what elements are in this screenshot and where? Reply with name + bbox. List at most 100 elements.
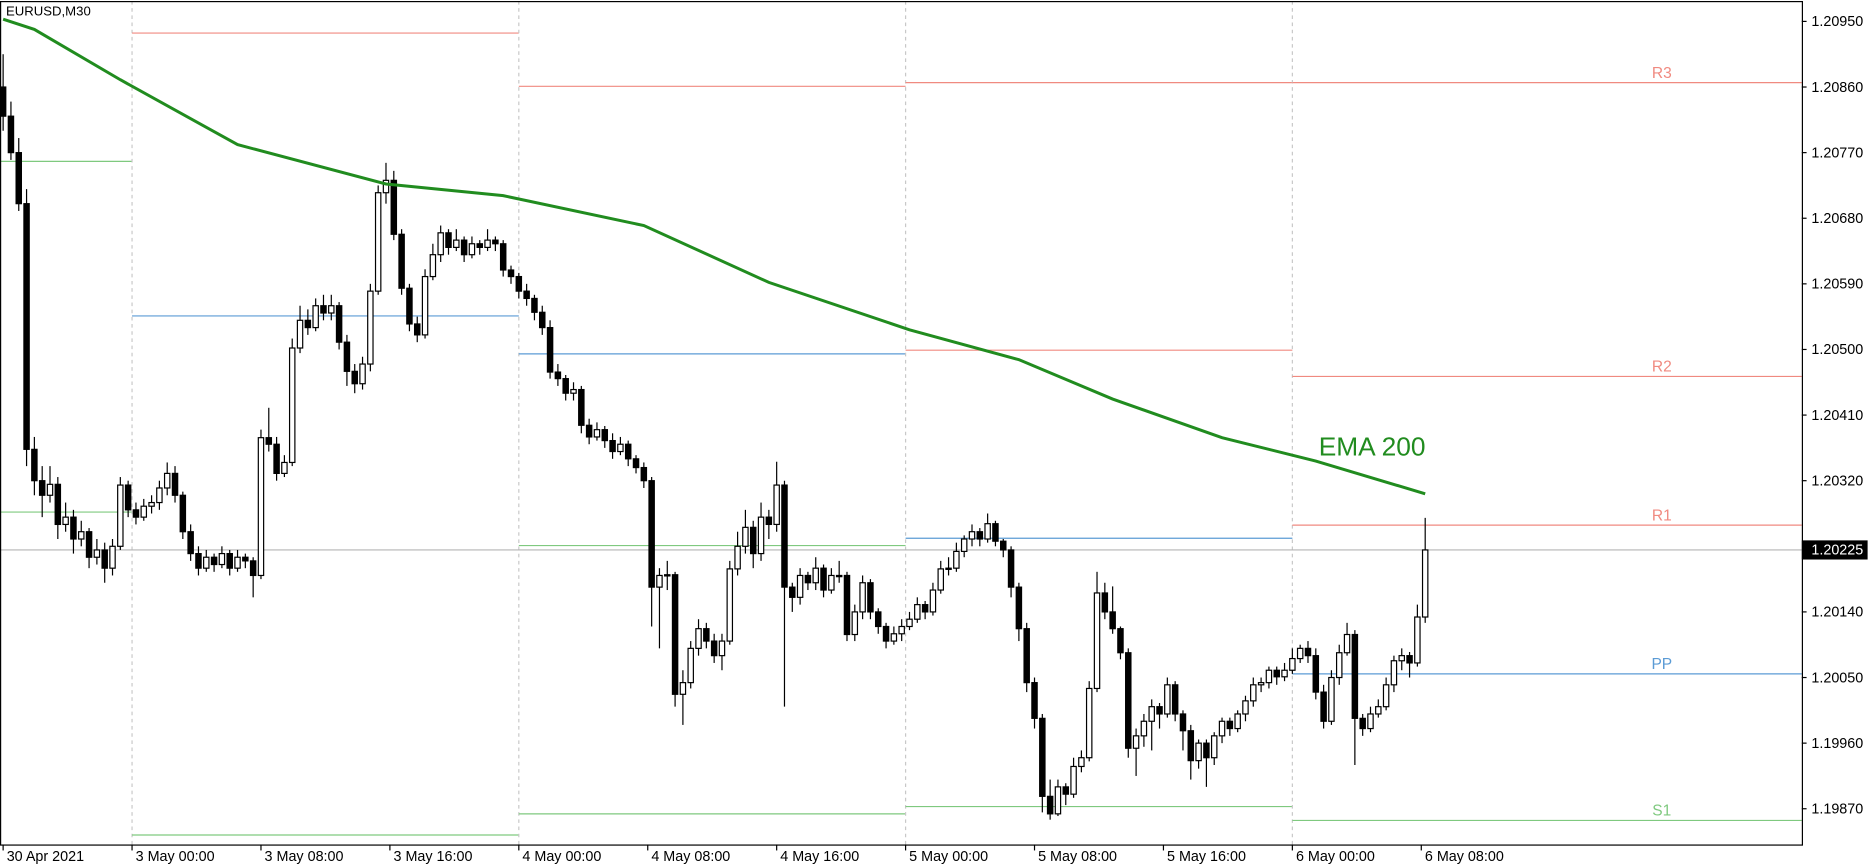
candle-body (257, 437, 265, 577)
candle-body (398, 233, 405, 289)
candle-body (1281, 669, 1288, 678)
candle-body (335, 305, 343, 343)
candle-body (1203, 742, 1210, 759)
candle-body (570, 388, 577, 394)
candle-body (843, 574, 851, 636)
candle-body (921, 604, 929, 613)
candle-body (585, 424, 593, 438)
candle-body (1125, 652, 1132, 749)
x-tick-label: 30 Apr 2021 (7, 849, 84, 865)
candle-body (156, 487, 163, 504)
candle-body (593, 429, 601, 438)
candle-body (1335, 652, 1343, 679)
candle-body (85, 531, 93, 558)
candle-body (203, 556, 210, 569)
candle-body (796, 574, 804, 598)
candle-body (1023, 628, 1030, 684)
candle-body (890, 633, 898, 642)
candle-body (1265, 669, 1273, 684)
candle-body (1101, 592, 1109, 613)
x-tick-label: 6 May 08:00 (1425, 849, 1504, 865)
candle-body (523, 290, 530, 300)
candle-body (742, 526, 749, 547)
candle-body (679, 682, 687, 695)
candle-body (1187, 730, 1195, 762)
candle-body (101, 549, 108, 569)
candle-body (78, 531, 85, 540)
y-tick-label: 1.20050 (1811, 670, 1863, 686)
candle-body (1343, 633, 1351, 654)
candle-body (1039, 717, 1046, 797)
candle-body (960, 538, 968, 553)
candle-body (1328, 676, 1335, 722)
candle-body (109, 545, 116, 569)
candle-body (1078, 757, 1085, 768)
candle-body (281, 461, 288, 474)
candle-body (531, 297, 538, 313)
candle-body (1007, 549, 1015, 588)
candle-body (1304, 647, 1312, 657)
candle-body (1179, 713, 1187, 732)
candle-body (828, 574, 835, 591)
candle-body (734, 545, 741, 570)
candle-body (507, 269, 515, 278)
plot-area: R3 R2 R1 PP S1 EMA 200 (0, 0, 1802, 845)
candle-body (945, 567, 952, 570)
y-tick-label: 1.20140 (1811, 605, 1863, 621)
candle-body (195, 552, 202, 569)
candle-body (1070, 765, 1077, 795)
candle-body (968, 531, 976, 540)
y-tick-label: 1.20410 (1811, 408, 1863, 424)
candle-body (1289, 657, 1296, 671)
candle-body (1218, 720, 1226, 737)
candle-body (187, 531, 194, 555)
candle-body (46, 483, 54, 496)
candle-body (421, 275, 429, 336)
candle-body (148, 501, 155, 507)
x-tick-label: 4 May 08:00 (651, 849, 730, 865)
candle-body (773, 484, 780, 526)
candle-body (1171, 684, 1179, 715)
y-tick-label: 1.20590 (1811, 277, 1863, 293)
candle-body (320, 305, 327, 314)
x-tick-label: 3 May 00:00 (136, 849, 215, 865)
ema-label: EMA 200 (1319, 432, 1426, 462)
candle-body (718, 640, 726, 657)
chart-title: EURUSD,M30 (6, 3, 91, 18)
candle-body (1195, 742, 1202, 762)
y-tick-label: 1.20500 (1811, 342, 1863, 358)
candle-body (328, 305, 335, 314)
candle-body (23, 203, 30, 450)
candle-body (117, 484, 124, 547)
candle-body (288, 347, 296, 464)
x-tick-label: 4 May 00:00 (522, 849, 601, 865)
candle-body (874, 611, 882, 628)
x-tick-label: 5 May 16:00 (1167, 849, 1246, 865)
candle-body (242, 556, 249, 562)
candle-body (1132, 735, 1140, 749)
candle-body (859, 582, 866, 613)
candle-body (539, 311, 546, 329)
pivot-label: PP (1651, 656, 1672, 673)
candle-body (1031, 682, 1038, 719)
candle-body (648, 480, 655, 588)
candle-body (515, 275, 523, 292)
pivot-label: R3 (1652, 65, 1672, 82)
candle-body (812, 567, 819, 584)
candle-body (468, 243, 476, 256)
candle-body (976, 531, 984, 540)
candle-body (726, 568, 734, 642)
candle-body (757, 516, 765, 555)
candle-body (460, 239, 468, 256)
x-tick-label: 3 May 08:00 (265, 849, 344, 865)
candle-body (1414, 616, 1421, 664)
candle-body (163, 472, 171, 489)
candle-body (1046, 795, 1054, 815)
candle-body (210, 556, 218, 566)
candle-body (937, 568, 945, 591)
pivot-label: R2 (1652, 359, 1672, 376)
candle-body (640, 466, 648, 482)
y-tick-label: 1.20680 (1811, 211, 1863, 227)
